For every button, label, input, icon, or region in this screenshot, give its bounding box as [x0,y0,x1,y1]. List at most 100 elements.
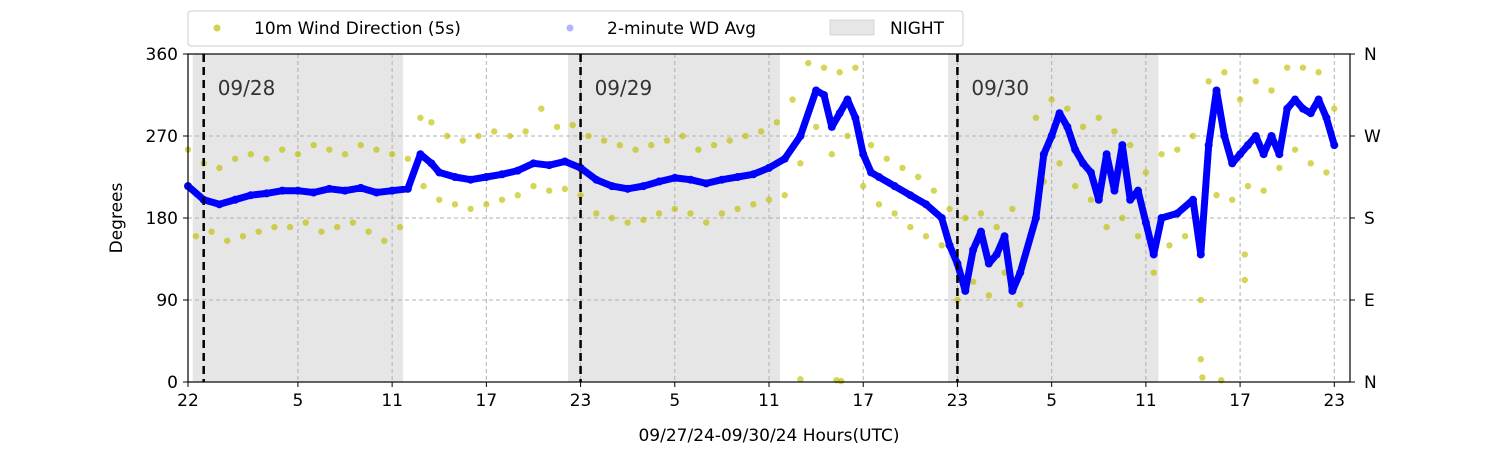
wind-direction-5s-point [545,187,553,194]
wind-direction-5s-point [1199,374,1206,381]
wind-direction-5s-point [875,201,883,208]
wind-direction-5s-point [1197,356,1205,363]
wd-2min-avg-point [1196,250,1205,259]
wd-2min-avg-point [1236,150,1245,159]
wind-direction-5s-point [577,192,584,199]
wd-2min-avg-point [992,250,1001,259]
wd-2min-avg-point [1118,141,1127,150]
wd-2min-avg-point [639,182,648,191]
wd-2min-avg-point [341,186,350,195]
wind-direction-5s-point [836,69,843,76]
wd-2min-avg-point [859,150,868,159]
wd-2min-avg-point [874,173,883,181]
wd-2min-avg-point [1330,141,1339,150]
y-tick-label: 90 [156,291,178,311]
wind-direction-5s-point [475,132,482,140]
wd-2min-avg-point [466,175,475,184]
wind-direction-5s-point [993,223,1000,231]
wd-2min-avg-point [1055,109,1064,118]
wind-direction-5s-point [679,132,686,140]
wind-direction-5s-series [184,59,1338,385]
wd-2min-avg-point [1071,145,1080,154]
legend-marker-wd-2min-avg [566,24,574,32]
wd-2min-avg-point [867,168,876,177]
wd-2min-avg-point [851,113,860,122]
wd-2min-avg-point [1251,132,1260,140]
x-tick-label: 17 [476,391,498,411]
wd-2min-avg-point [1031,214,1040,222]
wind-direction-5s-point [1181,233,1189,240]
wd-2min-avg-point [215,200,224,209]
wd-2min-avg-point [1291,95,1300,104]
wind-direction-5s-point [1111,128,1118,135]
wind-direction-5s-point [969,278,977,285]
wind-direction-5s-point [914,173,922,181]
wd-2min-avg-point [388,186,397,195]
wind-direction-5s-point [687,210,694,217]
wind-direction-5s-point [1174,146,1181,153]
wind-direction-5s-point [1032,114,1040,121]
wd-2min-avg-point [1094,195,1103,204]
wd-2min-avg-point [1000,232,1009,241]
wd-2min-avg-point [890,182,899,191]
wd-2min-avg-point [1322,113,1331,122]
compass-tick-label: N [1364,373,1377,393]
wind-direction-5s-point [436,196,443,203]
wind-direction-5s-point [365,228,372,235]
wind-direction-5s-point [985,292,993,299]
y-tick-label: 270 [146,127,178,147]
wd-2min-avg-point [560,157,569,166]
compass-tick-label: E [1364,291,1375,311]
y-tick-label: 0 [167,373,178,393]
wind-direction-5s-point [930,187,938,194]
wd-2min-avg-point [498,170,507,179]
x-tick-label: 5 [293,391,304,411]
wind-direction-5s-point [812,123,820,131]
wind-direction-5s-point [279,146,286,153]
wd-2min-avg-point [372,188,381,197]
wd-2min-avg-point [906,191,915,200]
wind-direction-5s-point [357,141,364,149]
wind-direction-5s-point [828,151,836,158]
wind-direction-5s-point [1299,64,1307,71]
wind-direction-5s-point [648,141,655,149]
wind-direction-5s-point [616,141,624,149]
wd-2min-avg-point [1228,159,1237,168]
wind-direction-5s-point [1056,160,1063,167]
wind-direction-5s-point [1079,123,1087,131]
wd-2min-avg-point [1173,209,1182,218]
wind-direction-5s-point [569,121,576,129]
wd-2min-avg-point [1188,195,1197,204]
x-tick-label: 17 [852,391,874,411]
wd-2min-avg-point [796,132,805,140]
wind-direction-5s-point [1229,196,1236,203]
wind-direction-5s-point [263,155,270,162]
wd-2min-avg-point [1212,86,1221,95]
wind-direction-5s-point [302,219,309,226]
wind-direction-5s-point [1064,105,1071,112]
wd-2min-avg-point [780,154,789,163]
wind-direction-5s-point [695,146,702,153]
wind-direction-5s-point [765,196,773,203]
wd-2min-avg-point [1314,95,1323,104]
wind-direction-5s-point [451,201,459,208]
wind-direction-5s-point [514,192,521,199]
wd-2min-avg-point [1275,150,1284,159]
wind-direction-5s-point [310,141,317,149]
wind-direction-5s-point [640,216,647,224]
day-marker-label: 09/28 [218,76,276,100]
wind-direction-5s-point [318,228,325,235]
wind-direction-5s-point [922,233,930,240]
wind-direction-5s-point [655,210,663,217]
wd-2min-avg-point [309,188,318,197]
wind-direction-5s-point [349,219,357,226]
x-tick-label: 23 [570,391,592,411]
wd-2min-avg-point [1039,150,1048,159]
compass-tick-label: N [1364,45,1377,65]
wind-direction-5s-point [404,155,412,162]
wind-direction-5s-point [216,164,223,172]
wind-direction-5s-point [608,214,616,222]
wind-direction-5s-point [671,205,678,213]
wind-direction-5s-point [1142,169,1150,176]
wd-2min-avg-point [1306,109,1315,118]
